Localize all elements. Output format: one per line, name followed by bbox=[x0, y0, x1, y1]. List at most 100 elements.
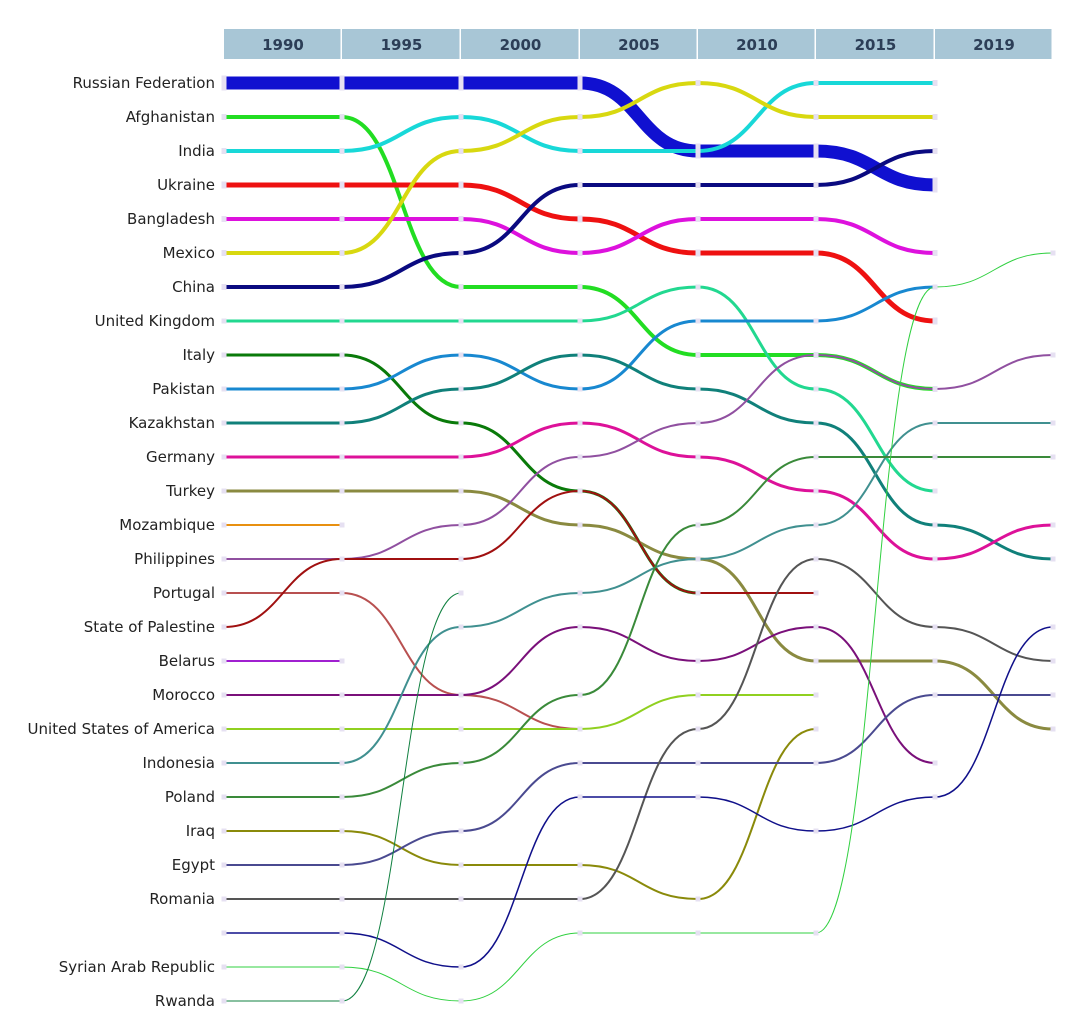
country-label-poland: Poland bbox=[165, 788, 215, 806]
series-line bbox=[224, 625, 936, 764]
ribbons bbox=[223, 76, 1054, 1002]
rank-node bbox=[339, 181, 345, 189]
country-label-italy: Italy bbox=[182, 346, 215, 364]
rank-node bbox=[695, 556, 701, 562]
rank-node bbox=[339, 216, 345, 222]
country-label-germany: Germany bbox=[146, 448, 215, 466]
rank-node bbox=[695, 896, 701, 902]
rank-node bbox=[458, 964, 464, 970]
rank-node bbox=[339, 114, 345, 120]
country-label-ukraine: Ukraine bbox=[157, 176, 215, 194]
series-line bbox=[224, 80, 935, 256]
rank-node bbox=[813, 692, 819, 698]
country-label-morocco: Morocco bbox=[152, 686, 215, 704]
rank-node bbox=[577, 726, 583, 732]
rank-node bbox=[339, 828, 345, 834]
rank-node bbox=[339, 964, 345, 970]
rank-node bbox=[1050, 522, 1056, 528]
rank-node bbox=[813, 143, 819, 159]
rank-node bbox=[458, 318, 464, 324]
rank-node bbox=[221, 692, 227, 698]
country-label-rwanda: Rwanda bbox=[155, 992, 215, 1010]
rank-node bbox=[458, 216, 464, 222]
rank-node bbox=[932, 114, 938, 120]
country-label-mexico: Mexico bbox=[163, 244, 215, 262]
rank-node bbox=[932, 177, 938, 193]
rank-node bbox=[221, 250, 227, 256]
series-morocco bbox=[224, 625, 936, 764]
country-label-afghanistan: Afghanistan bbox=[126, 108, 215, 126]
rank-node bbox=[813, 658, 819, 664]
country-label-egypt: Egypt bbox=[172, 856, 215, 874]
rank-node bbox=[221, 590, 227, 596]
rank-node bbox=[695, 522, 701, 528]
rank-node bbox=[577, 114, 583, 120]
rank-node bbox=[1050, 692, 1056, 698]
series-line bbox=[223, 353, 1054, 560]
series-mexico bbox=[224, 80, 935, 256]
rank-node bbox=[813, 556, 819, 562]
rank-node bbox=[221, 216, 227, 222]
series-line bbox=[223, 693, 1053, 866]
rank-node bbox=[932, 317, 938, 325]
year-header: 1990 1995 2000 2005 2010 2015 2019 bbox=[224, 29, 1052, 59]
rank-node bbox=[695, 182, 701, 188]
year-header-cell bbox=[580, 29, 697, 59]
year-header-1990: 1990 bbox=[224, 29, 341, 59]
country-labels: Russian Federation Afghanistan India Ukrain… bbox=[28, 74, 216, 1010]
rank-node bbox=[932, 80, 938, 86]
rank-node bbox=[932, 692, 938, 698]
series-philippines bbox=[223, 353, 1054, 560]
series-germany bbox=[223, 421, 1054, 561]
rank-node bbox=[577, 862, 583, 868]
rank-node bbox=[339, 454, 345, 460]
year-header-cell bbox=[224, 29, 341, 59]
series-line bbox=[224, 285, 936, 391]
rank-node bbox=[932, 284, 938, 290]
country-label-romania: Romania bbox=[149, 890, 215, 908]
series-kazakhstan bbox=[224, 353, 1054, 561]
rank-node bbox=[577, 182, 583, 188]
rank-node bbox=[813, 318, 819, 324]
rank-node bbox=[221, 998, 227, 1004]
rank-node bbox=[813, 930, 819, 936]
rank-node bbox=[221, 352, 227, 358]
country-label-kazakhstan: Kazakhstan bbox=[129, 414, 215, 432]
rank-node bbox=[695, 726, 701, 732]
rank-node bbox=[458, 760, 464, 766]
rank-node bbox=[221, 75, 227, 91]
rank-node bbox=[1050, 352, 1056, 358]
country-label-syrian-arab-republic: Syrian Arab Republic bbox=[59, 958, 215, 976]
rank-node bbox=[813, 624, 819, 630]
rank-node bbox=[339, 658, 345, 664]
rank-node bbox=[577, 760, 583, 766]
rank-node bbox=[932, 454, 938, 460]
year-label: 1990 bbox=[262, 36, 304, 54]
rank-node bbox=[458, 692, 464, 698]
country-label-portugal: Portugal bbox=[153, 584, 215, 602]
rank-node bbox=[695, 658, 701, 664]
rank-node bbox=[1050, 250, 1056, 256]
series-line bbox=[224, 353, 1054, 561]
country-label-bangladesh: Bangladesh bbox=[127, 210, 215, 228]
rank-node bbox=[577, 522, 583, 528]
rank-node bbox=[221, 658, 227, 664]
rank-node bbox=[458, 522, 464, 528]
year-header-cell bbox=[698, 29, 815, 59]
country-label-pakistan: Pakistan bbox=[152, 380, 215, 398]
year-header-2005: 2005 bbox=[580, 29, 697, 59]
rank-node bbox=[221, 624, 227, 630]
year-header-2015: 2015 bbox=[816, 29, 934, 59]
rank-node bbox=[813, 522, 819, 528]
rank-node bbox=[813, 386, 819, 392]
rank-node bbox=[813, 726, 819, 732]
rank-node bbox=[695, 352, 701, 358]
series-russian-federation bbox=[224, 76, 936, 192]
rank-node bbox=[458, 454, 464, 460]
rank-node bbox=[339, 692, 345, 698]
country-label-iraq: Iraq bbox=[186, 822, 215, 840]
rank-node bbox=[339, 760, 345, 766]
rank-node bbox=[577, 488, 583, 494]
country-label-belarus: Belarus bbox=[159, 652, 216, 670]
